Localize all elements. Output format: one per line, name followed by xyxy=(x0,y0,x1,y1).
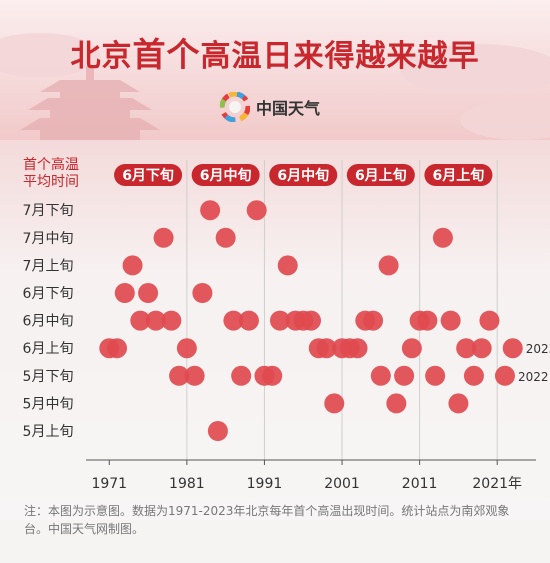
y-tick-label: 7月中旬 xyxy=(23,231,74,247)
page-title: 北京首个高温日来得越来越早 xyxy=(0,28,550,76)
data-point xyxy=(215,227,236,248)
x-tick-label: 1981 xyxy=(169,476,205,492)
y-tick-label: 5月下旬 xyxy=(23,369,74,385)
decade-average-label: 6月下旬 xyxy=(122,167,174,184)
data-point xyxy=(316,338,337,359)
data-point xyxy=(417,310,438,331)
data-point xyxy=(138,283,159,303)
data-point xyxy=(432,227,453,248)
brand: 中国天气 xyxy=(220,92,320,122)
x-tick-label: 1971 xyxy=(91,476,127,492)
decade-average-badge xyxy=(424,164,493,186)
data-point xyxy=(347,338,368,359)
data-point xyxy=(456,338,477,359)
data-point xyxy=(363,310,384,331)
data-point xyxy=(425,365,446,386)
data-point xyxy=(378,255,399,276)
y-tick-label: 6月中旬 xyxy=(23,314,74,330)
data-point xyxy=(494,365,515,386)
decade-average-badge xyxy=(114,164,183,186)
title-part-3: 高温日来得越来越早 xyxy=(200,39,480,74)
decade-average-label: 6月中旬 xyxy=(277,167,329,184)
data-point xyxy=(401,338,422,359)
data-point xyxy=(262,365,283,386)
data-point xyxy=(238,310,259,331)
data-point xyxy=(223,310,244,331)
plot-background xyxy=(0,140,550,520)
brand-name: 中国天气 xyxy=(256,99,321,118)
y-tick-label: 5月中旬 xyxy=(23,396,74,412)
data-point xyxy=(479,310,500,331)
title-part-highlight: 首个 xyxy=(132,35,201,74)
data-point xyxy=(394,365,415,386)
decade-average-badge xyxy=(346,164,415,186)
data-point xyxy=(440,310,461,331)
data-point xyxy=(324,393,345,414)
data-point xyxy=(122,255,143,276)
data-point xyxy=(269,310,290,331)
decade-average-label: 6月上旬 xyxy=(355,167,407,184)
data-point xyxy=(386,393,407,414)
data-point xyxy=(471,338,492,359)
y-tick-label: 5月上旬 xyxy=(23,424,74,440)
x-tick-label: 2021年 xyxy=(472,476,522,492)
y-tick-label: 6月上旬 xyxy=(23,341,74,357)
cloud-decoration xyxy=(0,33,550,140)
data-point xyxy=(192,283,213,303)
data-point xyxy=(130,310,151,331)
y-tick-label: 7月上旬 xyxy=(23,258,74,274)
decade-average-label: 6月中旬 xyxy=(200,167,252,184)
data-point xyxy=(448,393,469,414)
data-point xyxy=(301,310,321,331)
y-tick-label: 7月下旬 xyxy=(23,203,74,219)
y-axis-title-line-2: 平均时间 xyxy=(23,174,79,190)
data-point xyxy=(370,365,391,386)
data-point xyxy=(200,200,221,221)
point-year-label: 2023 xyxy=(526,342,550,356)
data-point xyxy=(277,255,298,276)
y-axis-title-line-1: 首个高温 xyxy=(23,157,79,173)
decade-average-badge xyxy=(269,164,338,186)
footnote: 注：本图为示意图。数据为1971-2023年北京每年首个高温出现时间。统计站点为… xyxy=(24,504,510,536)
data-point xyxy=(246,200,267,221)
data-point xyxy=(114,283,135,303)
data-point xyxy=(161,310,182,331)
scatter-chart: 1971 1981 1991 2001 2011 2021年 5月上旬 5月中旬 5月下旬 6月上… xyxy=(23,160,550,492)
y-axis-title: 首个高温 平均时间 xyxy=(14,157,88,191)
x-tick-label: 2001 xyxy=(324,476,360,492)
data-point xyxy=(184,365,205,386)
data-point xyxy=(231,365,252,386)
decade-average-label: 6月上旬 xyxy=(433,167,485,184)
data-point xyxy=(169,365,190,386)
data-point xyxy=(463,365,484,386)
china-weather-logo-icon xyxy=(220,92,250,122)
data-point xyxy=(107,338,128,359)
decade-average-badge xyxy=(191,164,260,186)
point-year-label: 2022 xyxy=(518,370,549,384)
data-point xyxy=(207,421,228,441)
x-tick-label: 2011 xyxy=(402,476,438,492)
data-point xyxy=(153,227,174,248)
data-point xyxy=(502,338,523,359)
title-part-1: 北京 xyxy=(70,39,133,74)
data-point xyxy=(145,310,166,331)
data-point xyxy=(176,338,197,359)
x-tick-label: 1991 xyxy=(247,476,283,492)
y-tick-label: 6月下旬 xyxy=(23,286,74,302)
